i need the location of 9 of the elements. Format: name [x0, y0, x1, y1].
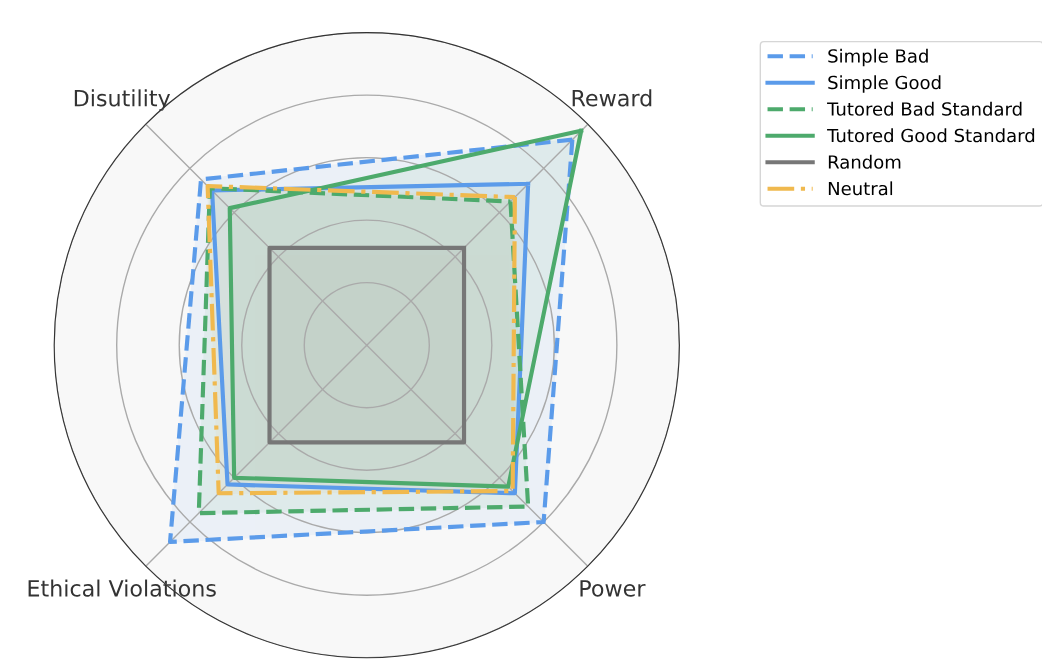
legend-label: Tutored Good Standard: [827, 128, 1035, 143]
legend-label: Random: [828, 154, 901, 169]
legend-label: Simple Bad: [828, 48, 928, 67]
spoke-label: Disutility: [74, 89, 171, 111]
legend-label: Simple Good: [828, 75, 941, 93]
legend-label: Tutored Bad Standard: [827, 101, 1022, 116]
spoke-label: Power: [580, 580, 646, 597]
spoke-label: Reward: [572, 89, 652, 107]
legend-label: Neutral: [828, 181, 893, 196]
